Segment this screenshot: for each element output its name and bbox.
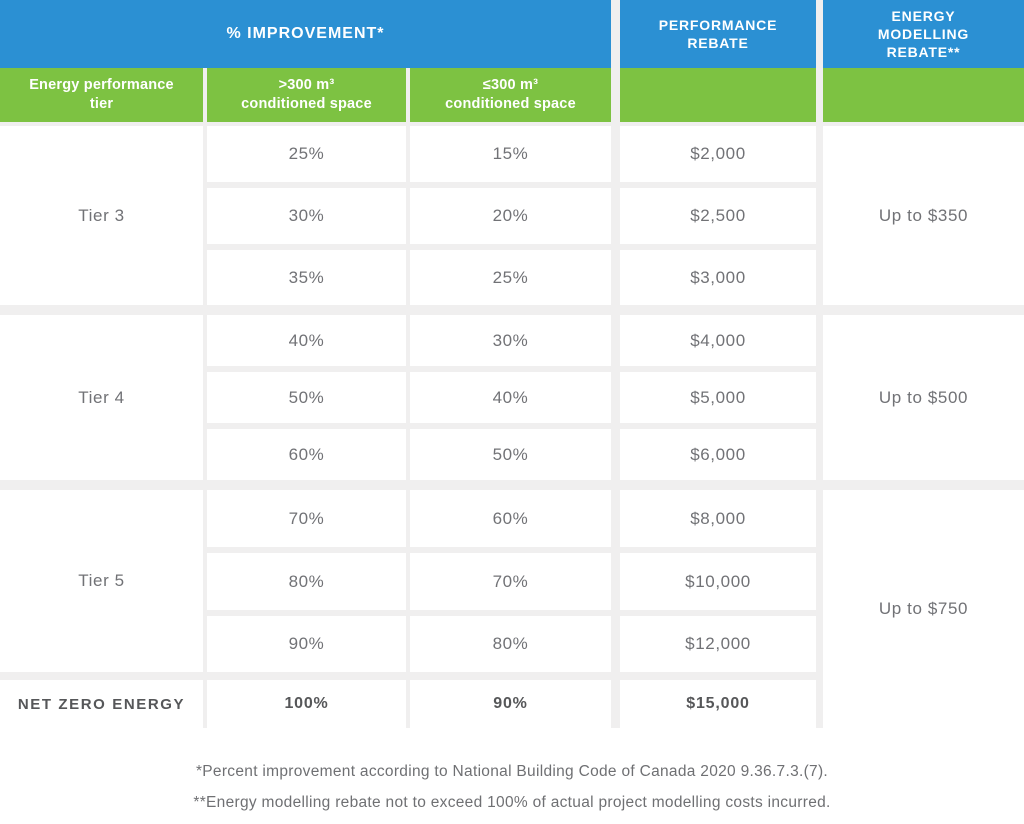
tier5-row1-le300: 60% <box>410 490 611 547</box>
tier5-row1-rebate: $8,000 <box>620 490 816 547</box>
tier3-row1-le300: 15% <box>410 126 611 182</box>
tier3-row2-gt300: 30% <box>207 188 406 244</box>
performance-rebate-green-band <box>620 68 816 122</box>
energy-modelling-green-band <box>823 68 1024 122</box>
tier5-label: Tier 5 <box>0 490 203 672</box>
tier5-row2-gt300: 80% <box>207 553 406 610</box>
subheader-gt300-conditioned-space: >300 m³ conditioned space <box>207 68 406 122</box>
footnotes: *Percent improvement according to Nation… <box>0 728 1024 815</box>
tier4-row2-rebate: $5,000 <box>620 372 816 423</box>
tier3-row3-gt300: 35% <box>207 250 406 305</box>
tier4-modelling-rebate: Up to $500 <box>823 315 1024 480</box>
tier3-row2-le300: 20% <box>410 188 611 244</box>
subheader-energy-performance-tier: Energy performance tier <box>0 68 203 122</box>
tier4-row1-gt300: 40% <box>207 315 406 366</box>
tier5-modelling-rebate: Up to $750 <box>823 490 1024 728</box>
tier4-label: Tier 4 <box>0 315 203 480</box>
tier5-row2-le300: 70% <box>410 553 611 610</box>
net-zero-energy-label: NET ZERO ENERGY <box>0 680 203 728</box>
tier3-row1-gt300: 25% <box>207 126 406 182</box>
tier4-row2-gt300: 50% <box>207 372 406 423</box>
tier4-row3-gt300: 60% <box>207 429 406 480</box>
tier3-label: Tier 3 <box>0 126 203 305</box>
tier5-row3-le300: 80% <box>410 616 611 672</box>
tier4-row3-rebate: $6,000 <box>620 429 816 480</box>
header-improvement: % IMPROVEMENT* <box>0 0 611 68</box>
header-performance-rebate: PERFORMANCE REBATE <box>620 0 816 68</box>
tier4-row2-le300: 40% <box>410 372 611 423</box>
net-zero-le300: 90% <box>410 680 611 728</box>
net-zero-gt300: 100% <box>207 680 406 728</box>
tier5-row3-rebate: $12,000 <box>620 616 816 672</box>
tier3-row3-rebate: $3,000 <box>620 250 816 305</box>
rebate-table: % IMPROVEMENT* PERFORMANCE REBATE ENERGY… <box>0 0 1024 728</box>
tier4-row1-rebate: $4,000 <box>620 315 816 366</box>
tier5-row3-gt300: 90% <box>207 616 406 672</box>
subheader-le300-conditioned-space: ≤300 m³ conditioned space <box>410 68 611 122</box>
header-energy-modelling-rebate: ENERGY MODELLING REBATE** <box>823 0 1024 68</box>
tier5-row1-gt300: 70% <box>207 490 406 547</box>
footnote-energy-modelling: **Energy modelling rebate not to exceed … <box>193 794 831 812</box>
footnote-percent-improvement: *Percent improvement according to Nation… <box>195 763 829 780</box>
tier3-row2-rebate: $2,500 <box>620 188 816 244</box>
tier3-row1-rebate: $2,000 <box>620 126 816 182</box>
net-zero-rebate: $15,000 <box>620 680 816 728</box>
tier3-row3-le300: 25% <box>410 250 611 305</box>
tier4-row1-le300: 30% <box>410 315 611 366</box>
tier5-row2-rebate: $10,000 <box>620 553 816 610</box>
tier4-row3-le300: 50% <box>410 429 611 480</box>
tier3-modelling-rebate: Up to $350 <box>823 126 1024 305</box>
